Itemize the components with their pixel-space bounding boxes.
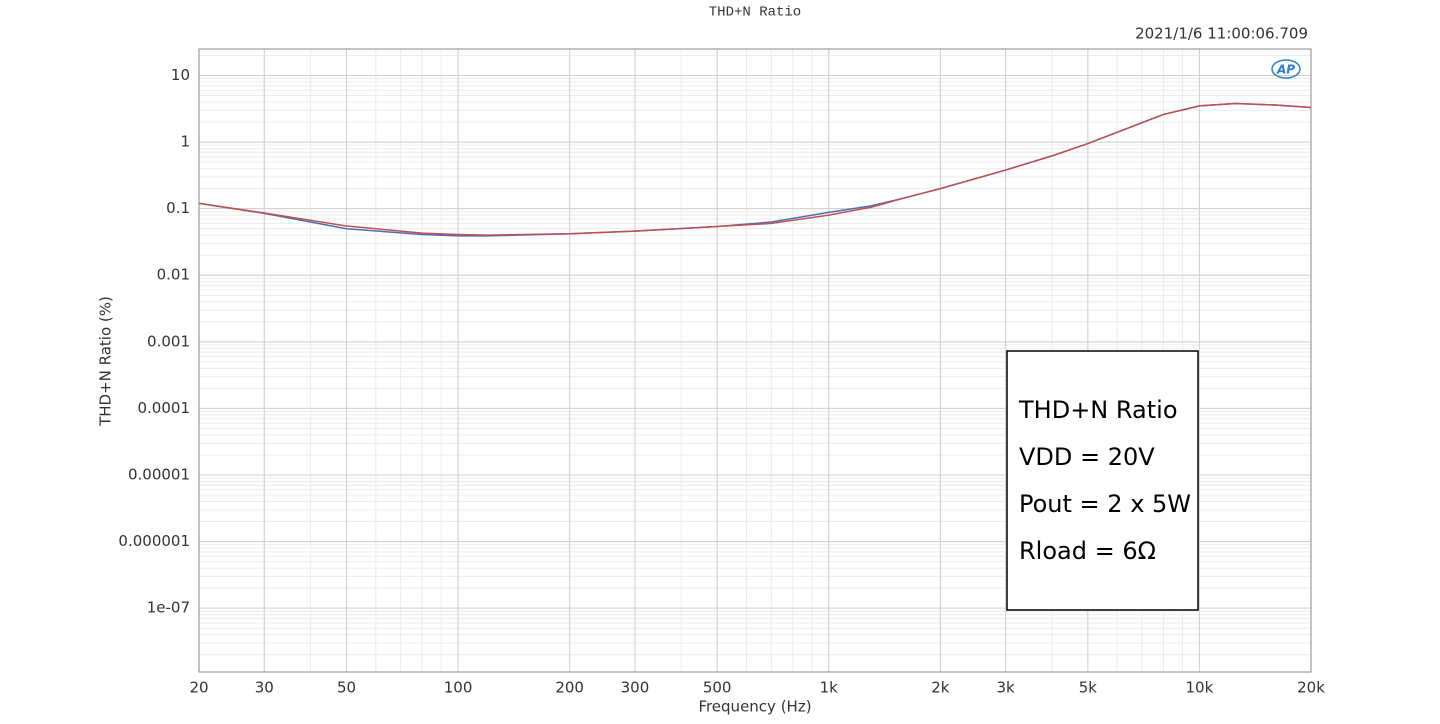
y-tick-label: 1 [180, 133, 190, 151]
x-tick-label: 10k [1186, 679, 1214, 697]
y-tick-label: 10 [171, 66, 190, 84]
y-tick-label: 1e-07 [147, 599, 190, 617]
y-axis-label: THD+N Ratio (%) [97, 296, 115, 427]
x-tick-label: 1k [820, 679, 839, 697]
annotation-line: Rload = 6Ω [1019, 537, 1156, 565]
timestamp: 2021/1/6 11:00:06.709 [1135, 25, 1308, 43]
x-tick-label: 2k [931, 679, 950, 697]
x-tick-label: 500 [703, 679, 732, 697]
x-tick-label: 30 [255, 679, 274, 697]
chart-title: THD+N Ratio [709, 5, 801, 21]
x-tick-label: 200 [555, 679, 584, 697]
annotation-line: VDD = 20V [1019, 443, 1155, 471]
y-tick-label: 0.1 [166, 199, 190, 217]
y-tick-label: 0.0001 [138, 399, 191, 417]
annotation-box [1006, 350, 1199, 611]
annotations: THD+N Ratio VDD = 20V Pout = 2 x 5W Rload =… [1018, 396, 1191, 565]
plot-frame [198, 48, 1312, 673]
y-tick-label: 0.000001 [118, 532, 190, 550]
x-tick-label: 50 [337, 679, 356, 697]
y-tick-label: 0.00001 [128, 466, 190, 484]
logo-ring [1271, 59, 1301, 79]
y-tick-label: 0.01 [157, 266, 190, 284]
x-tick-label: 100 [444, 679, 473, 697]
x-tick-label: 300 [621, 679, 650, 697]
x-tick-label: 20k [1297, 679, 1325, 697]
data-line [198, 102, 1312, 237]
logo: AP [1276, 63, 1295, 77]
x-tick-label: 3k [996, 679, 1015, 697]
annotation-line: THD+N Ratio [1018, 396, 1178, 424]
data-line [198, 102, 1312, 236]
y-tick-label: 0.001 [147, 332, 190, 350]
x-tick-label: 5k [1079, 679, 1098, 697]
lines [198, 102, 1312, 237]
x-axis-label: Frequency (Hz) [698, 698, 811, 716]
annotation-line: Pout = 2 x 5W [1019, 490, 1191, 518]
x-tick-label: 20 [189, 679, 208, 697]
